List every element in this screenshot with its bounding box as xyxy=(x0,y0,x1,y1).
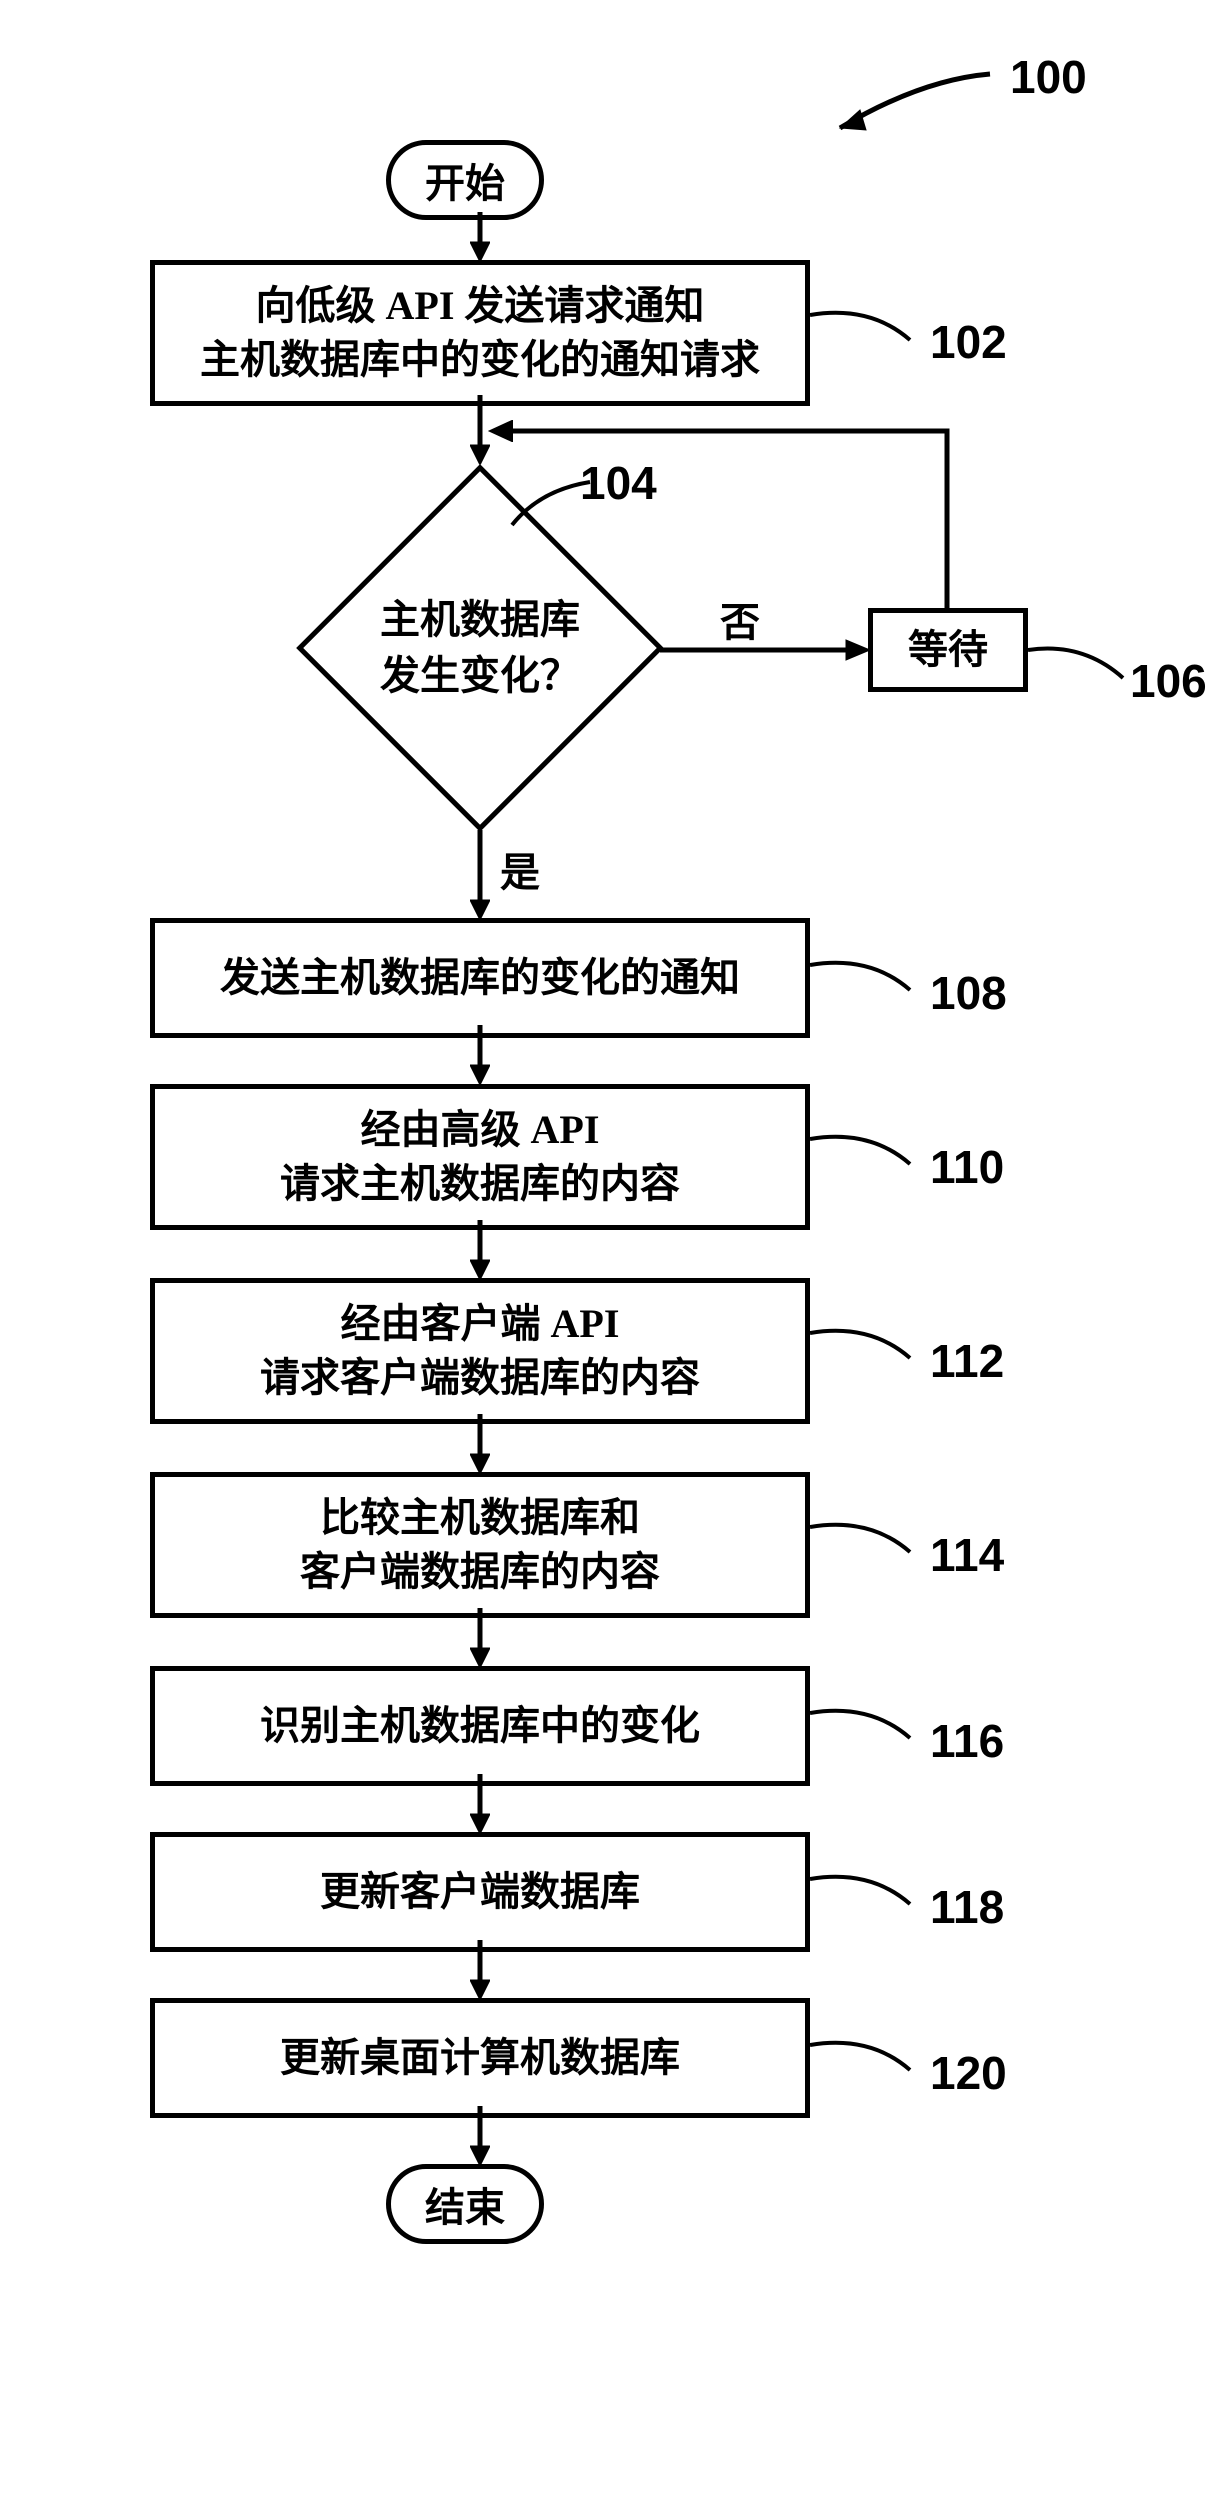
arrow-yes-108 xyxy=(470,830,490,920)
process-108: 发送主机数据库的变化的通知 xyxy=(150,918,810,1038)
process-114-l2: 客户端数据库的内容 xyxy=(300,1549,660,1594)
arrow-no-wait xyxy=(660,638,870,662)
process-114-l1: 比较主机数据库和 xyxy=(320,1495,640,1540)
process-102-l2: 主机数据库中的变化的通知请求 xyxy=(200,337,760,382)
process-102: 向低级 API 发送请求通知 主机数据库中的变化的通知请求 xyxy=(150,260,810,406)
leader-106 xyxy=(1028,638,1128,682)
process-wait: 等待 xyxy=(868,608,1028,692)
process-110: 经由高级 API 请求主机数据库的内容 xyxy=(150,1084,810,1230)
start-terminator: 开始 xyxy=(386,140,544,220)
process-112-l1: 经由客户端 API xyxy=(341,1301,620,1346)
arrow-start-102 xyxy=(470,212,490,262)
end-terminator: 结束 xyxy=(386,2164,544,2244)
fig-ref-arrow xyxy=(810,50,1030,140)
arrow-108-110 xyxy=(470,1025,490,1085)
arrow-110-112 xyxy=(470,1220,490,1280)
arrow-118-120 xyxy=(470,1940,490,2000)
leader-108 xyxy=(810,950,920,1000)
process-112-l2: 请求客户端数据库的内容 xyxy=(260,1355,700,1400)
arrow-wait-loop xyxy=(510,426,960,614)
fig-ref-label: 100 xyxy=(1010,50,1087,104)
process-114: 比较主机数据库和 客户端数据库的内容 xyxy=(150,1472,810,1618)
ref-106: 106 xyxy=(1130,654,1207,708)
ref-116: 116 xyxy=(930,1714,1004,1768)
arrow-116-118 xyxy=(470,1774,490,1834)
process-116-l1: 识别主机数据库中的变化 xyxy=(260,1703,700,1748)
ref-120: 120 xyxy=(930,2046,1007,2100)
leader-116 xyxy=(810,1698,920,1748)
process-112: 经由客户端 API 请求客户端数据库的内容 xyxy=(150,1278,810,1424)
arrow-112-114 xyxy=(470,1414,490,1474)
ref-108: 108 xyxy=(930,966,1007,1020)
ref-110: 110 xyxy=(930,1140,1004,1194)
leader-110 xyxy=(810,1124,920,1174)
process-120-l1: 更新桌面计算机数据库 xyxy=(280,2035,680,2080)
process-118: 更新客户端数据库 xyxy=(150,1832,810,1952)
ref-118: 118 xyxy=(930,1880,1004,1934)
ref-102: 102 xyxy=(930,315,1007,369)
leader-120 xyxy=(810,2030,920,2080)
wait-text: 等待 xyxy=(908,627,988,672)
leader-102 xyxy=(810,300,920,350)
process-120: 更新桌面计算机数据库 xyxy=(150,1998,810,2118)
process-108-l1: 发送主机数据库的变化的通知 xyxy=(220,955,740,1000)
ref-114: 114 xyxy=(930,1528,1004,1582)
process-118-l1: 更新客户端数据库 xyxy=(320,1869,640,1914)
process-110-l2: 请求主机数据库的内容 xyxy=(280,1161,680,1206)
arrow-114-116 xyxy=(470,1608,490,1668)
leader-112 xyxy=(810,1318,920,1368)
leader-114 xyxy=(810,1512,920,1562)
ref-112: 112 xyxy=(930,1334,1004,1388)
process-110-l1: 经由高级 API xyxy=(361,1107,600,1152)
arrow-120-end xyxy=(470,2106,490,2166)
decision-l2: 发生变化？ xyxy=(380,653,580,698)
process-102-l1: 向低级 API 发送请求通知 xyxy=(256,283,705,328)
leader-118 xyxy=(810,1864,920,1914)
edge-yes: 是 xyxy=(500,840,540,898)
process-116: 识别主机数据库中的变化 xyxy=(150,1666,810,1786)
arrow-loop-back-head xyxy=(483,420,513,442)
